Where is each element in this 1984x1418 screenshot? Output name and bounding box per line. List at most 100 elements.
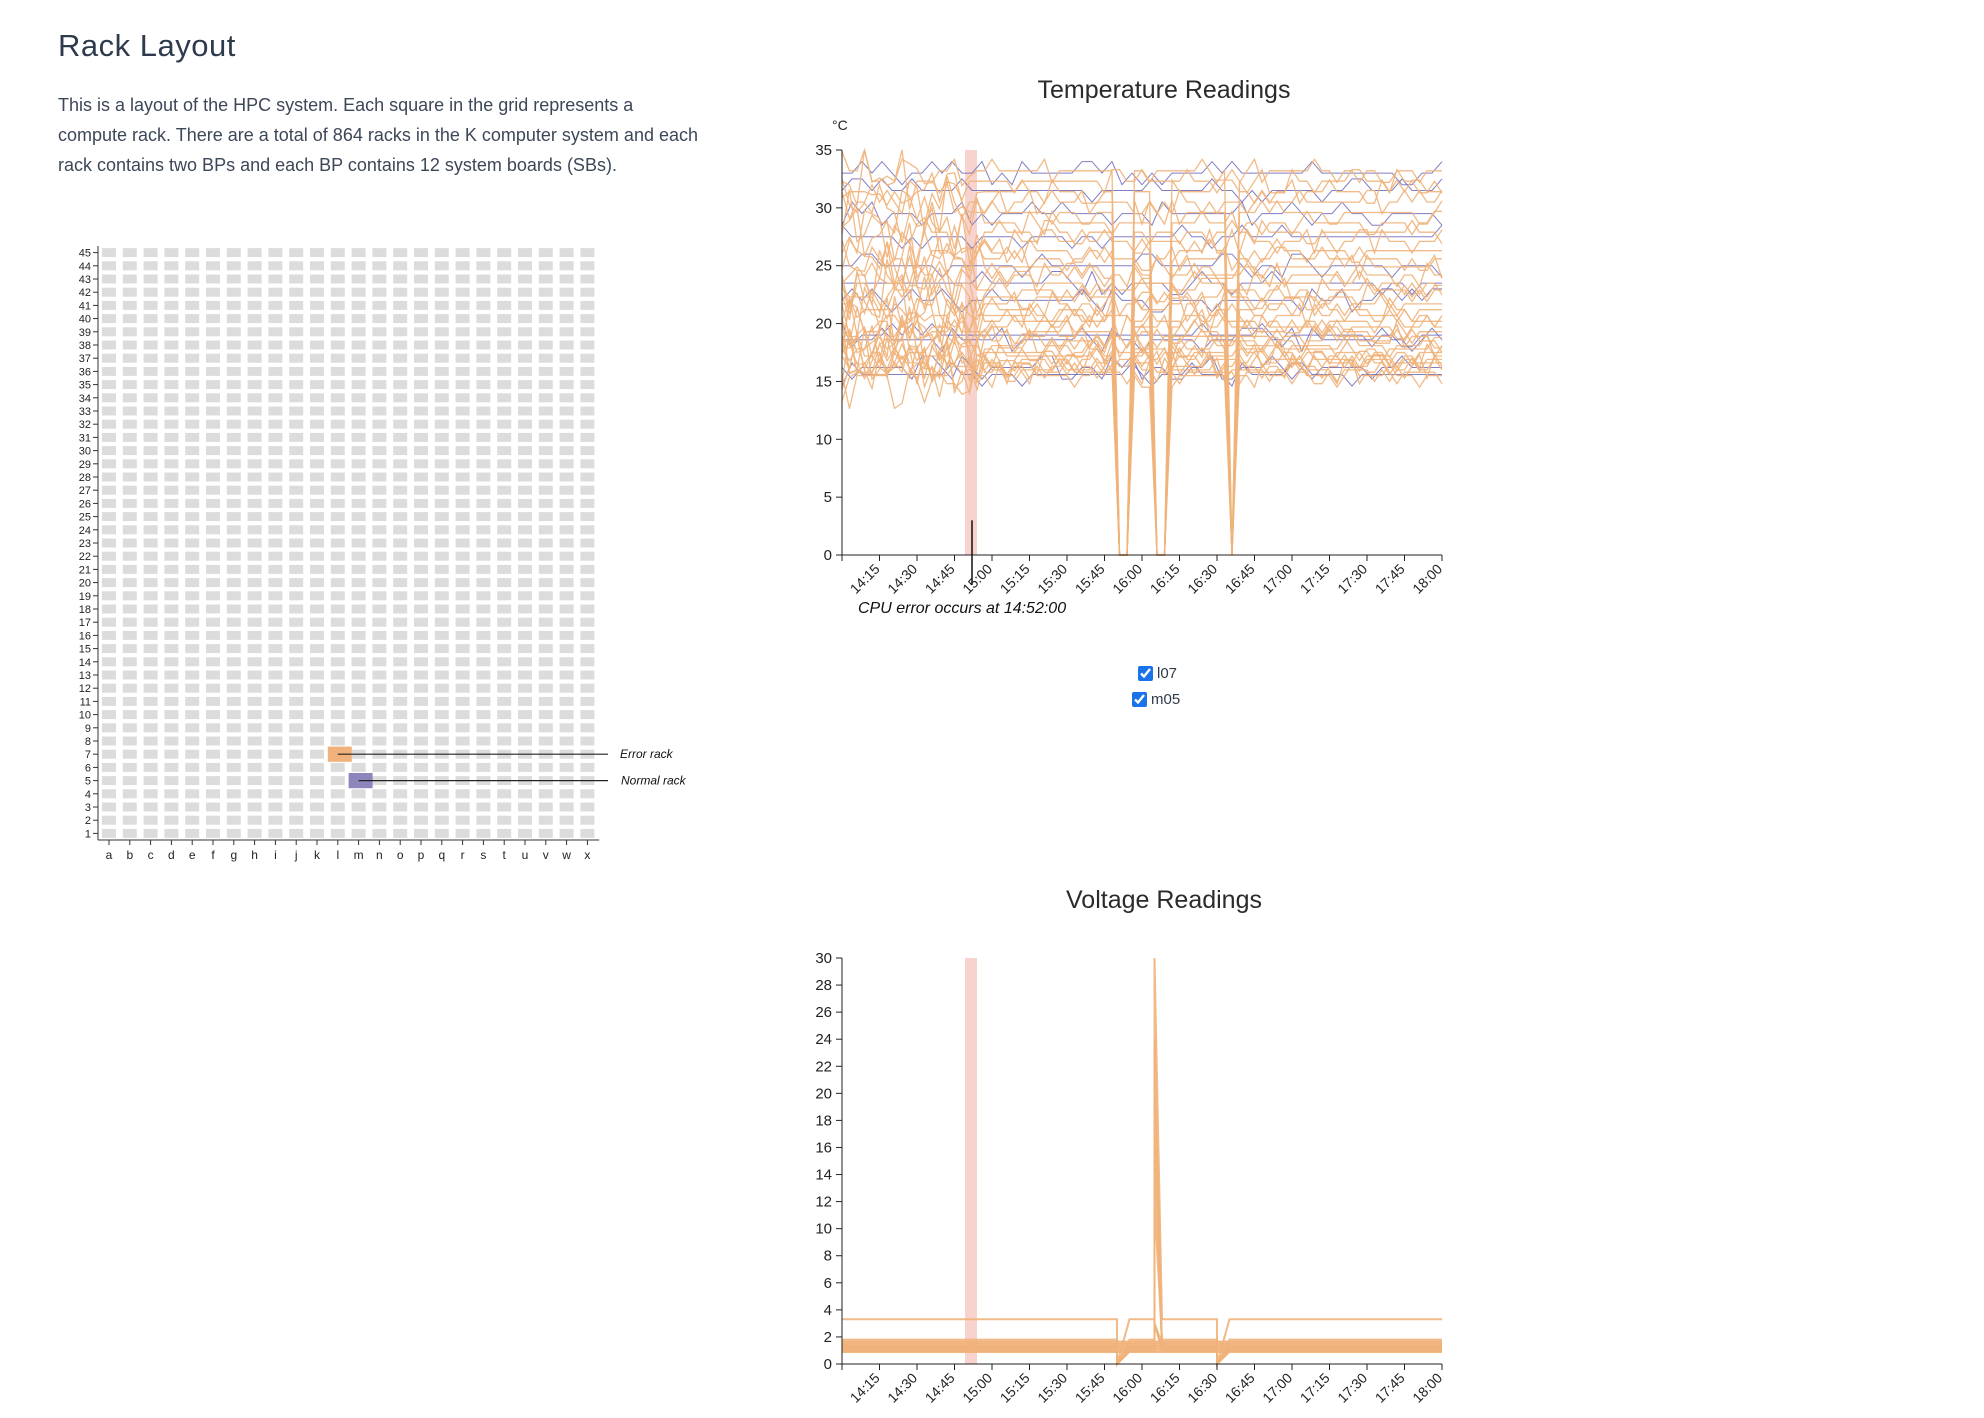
rack-cell — [247, 287, 262, 297]
rack-cell — [206, 710, 220, 720]
rack-cell — [247, 604, 262, 614]
rack-cell — [559, 432, 574, 442]
rack-cell — [497, 802, 512, 812]
rack-cell — [226, 657, 241, 667]
rack-cell — [372, 380, 387, 390]
rack-cell — [351, 314, 366, 324]
error-rack-label: Error rack — [620, 747, 674, 761]
rack-cell — [434, 604, 449, 614]
rack-cell — [434, 380, 449, 390]
rack-cell — [206, 248, 220, 258]
rack-cell — [143, 485, 158, 495]
series-legend: l07 m05 — [1132, 660, 1180, 712]
rack-cell — [206, 696, 220, 706]
rack-cell — [122, 710, 137, 720]
rack-cell — [247, 274, 262, 284]
legend-item-l07[interactable]: l07 — [1138, 660, 1180, 686]
rack-cell — [414, 630, 428, 640]
rack-cell — [143, 300, 158, 310]
rack-cell — [226, 802, 241, 812]
rack-cell — [538, 432, 553, 442]
rack-cell — [226, 380, 241, 390]
rack-cell — [206, 551, 220, 561]
rack-cell — [455, 630, 470, 640]
rack-cell — [538, 723, 553, 733]
rack-cell — [559, 644, 574, 654]
m05-checkbox[interactable] — [1132, 691, 1147, 707]
rack-cell — [102, 789, 116, 799]
rack-cell — [330, 762, 345, 772]
rack-cell — [476, 591, 491, 601]
rack-cell — [538, 551, 553, 561]
rack-cell — [518, 261, 532, 271]
rack-cell — [289, 657, 304, 667]
rack-cell — [455, 564, 470, 574]
rack-cell — [580, 670, 595, 680]
rack-cell — [393, 538, 408, 548]
rack-col-label: m — [354, 848, 364, 862]
rack-cell — [268, 723, 283, 733]
rack-col-label: o — [397, 848, 404, 862]
rack-cell — [206, 406, 220, 416]
rack-cell — [268, 525, 283, 535]
rack-cell — [455, 644, 470, 654]
rack-cell — [310, 353, 324, 363]
rack-cell — [122, 459, 137, 469]
rack-cell — [102, 353, 116, 363]
rack-cell — [455, 261, 470, 271]
rack-cell — [122, 472, 137, 482]
rack-cell — [351, 828, 366, 838]
rack-cell — [268, 644, 283, 654]
l07-series-line — [841, 206, 1443, 269]
rack-cell — [122, 525, 137, 535]
rack-cell — [185, 485, 200, 495]
rack-cell — [372, 710, 387, 720]
rack-cell — [538, 696, 553, 706]
rack-cell — [122, 498, 137, 508]
rack-cell — [268, 551, 283, 561]
rack-cell — [102, 696, 116, 706]
legend-item-m05[interactable]: m05 — [1132, 686, 1180, 712]
rack-cell — [455, 683, 470, 693]
rack-cell — [372, 327, 387, 337]
voltage-y-tick-label: 8 — [824, 1248, 832, 1265]
rack-row-label: 35 — [79, 380, 91, 392]
rack-col-label: r — [461, 848, 465, 862]
rack-cell — [102, 564, 116, 574]
rack-cell — [102, 274, 116, 284]
rack-cell — [414, 261, 428, 271]
rack-cell — [226, 723, 241, 733]
rack-cell — [164, 815, 179, 825]
rack-row-label: 20 — [79, 578, 91, 590]
rack-cell — [185, 657, 200, 667]
rack-cell — [310, 366, 324, 376]
rack-cell — [122, 670, 137, 680]
rack-cell — [580, 327, 595, 337]
rack-cell — [393, 828, 408, 838]
rack-cell — [351, 696, 366, 706]
rack-cell — [122, 287, 137, 297]
rack-cell — [310, 657, 324, 667]
rack-cell — [372, 789, 387, 799]
rack-cell — [310, 380, 324, 390]
rack-cell — [476, 683, 491, 693]
rack-cell — [226, 498, 241, 508]
rack-cell — [372, 723, 387, 733]
rack-cell — [122, 578, 137, 588]
rack-cell — [247, 472, 262, 482]
rack-cell — [310, 327, 324, 337]
rack-cell — [538, 710, 553, 720]
rack-cell — [559, 789, 574, 799]
rack-cell — [538, 683, 553, 693]
rack-row-label: 2 — [85, 815, 91, 827]
rack-row-label: 44 — [79, 261, 91, 273]
rack-cell — [185, 736, 200, 746]
rack-cell — [497, 815, 512, 825]
rack-cell — [102, 710, 116, 720]
rack-cell — [310, 274, 324, 284]
rack-cell — [434, 591, 449, 601]
l07-checkbox[interactable] — [1138, 665, 1153, 681]
rack-cell — [310, 828, 324, 838]
rack-cell — [434, 419, 449, 429]
rack-cell — [580, 432, 595, 442]
